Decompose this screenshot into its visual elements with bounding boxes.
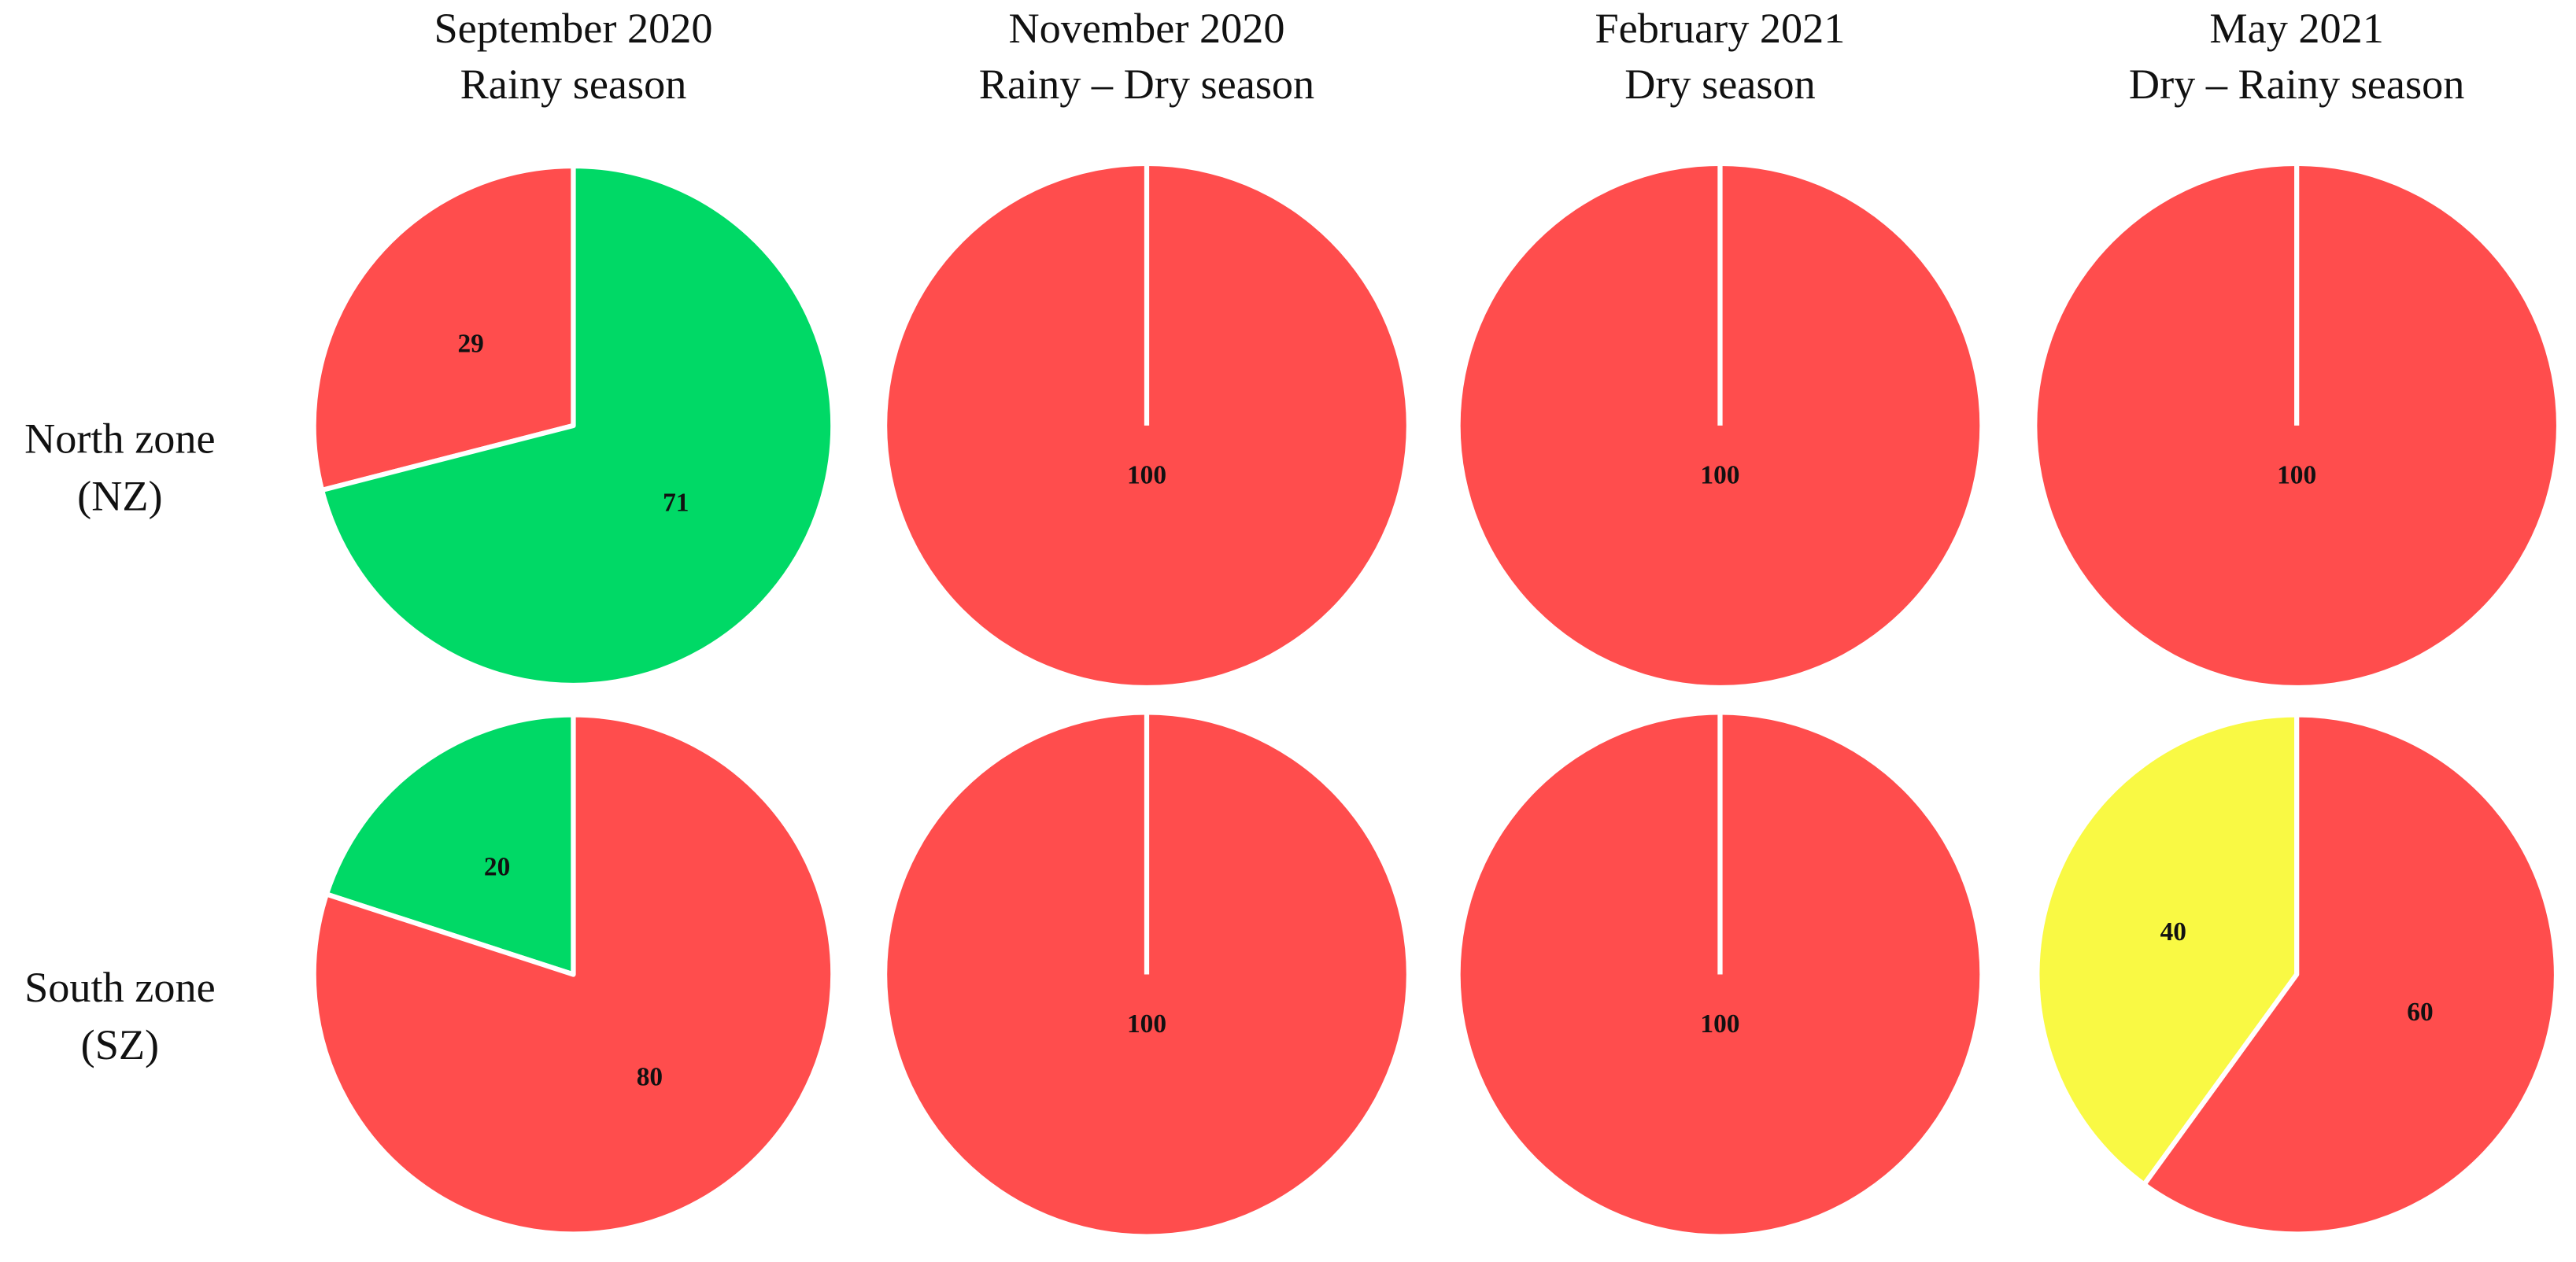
row-label: South zone xyxy=(24,964,216,1011)
slice-label: 29 xyxy=(458,329,484,358)
column-title: Dry – Rainy season xyxy=(2129,61,2464,108)
row-label: (SZ) xyxy=(81,1021,159,1068)
slice-label: 100 xyxy=(1700,1009,1739,1039)
slice-label: 100 xyxy=(2277,461,2316,490)
column-title: November 2020 xyxy=(1008,5,1284,52)
column-title: Dry season xyxy=(1624,61,1816,108)
column-title: September 2020 xyxy=(434,5,712,52)
column-title: Rainy – Dry season xyxy=(979,61,1314,108)
column-title: Rainy season xyxy=(460,61,687,108)
slice-label: 60 xyxy=(2407,998,2433,1027)
slice-label: 80 xyxy=(637,1063,663,1092)
slice-label: 71 xyxy=(663,489,689,518)
pie-slice xyxy=(311,163,576,493)
slice-label: 100 xyxy=(1700,461,1739,490)
column-title: February 2021 xyxy=(1595,5,1846,52)
slice-label: 40 xyxy=(2160,917,2186,946)
pie-slice xyxy=(2142,712,2559,1237)
column-title: May 2021 xyxy=(2209,5,2384,52)
pie-slice xyxy=(2035,712,2300,1187)
slice-label: 100 xyxy=(1127,461,1166,490)
slice-label: 20 xyxy=(484,853,510,882)
pie-slice xyxy=(311,712,836,1237)
row-label: North zone xyxy=(24,415,216,462)
slice-label: 100 xyxy=(1127,1009,1166,1039)
pie-slice xyxy=(323,712,576,977)
pie-slice xyxy=(319,163,836,688)
row-label: (NZ) xyxy=(77,472,162,519)
